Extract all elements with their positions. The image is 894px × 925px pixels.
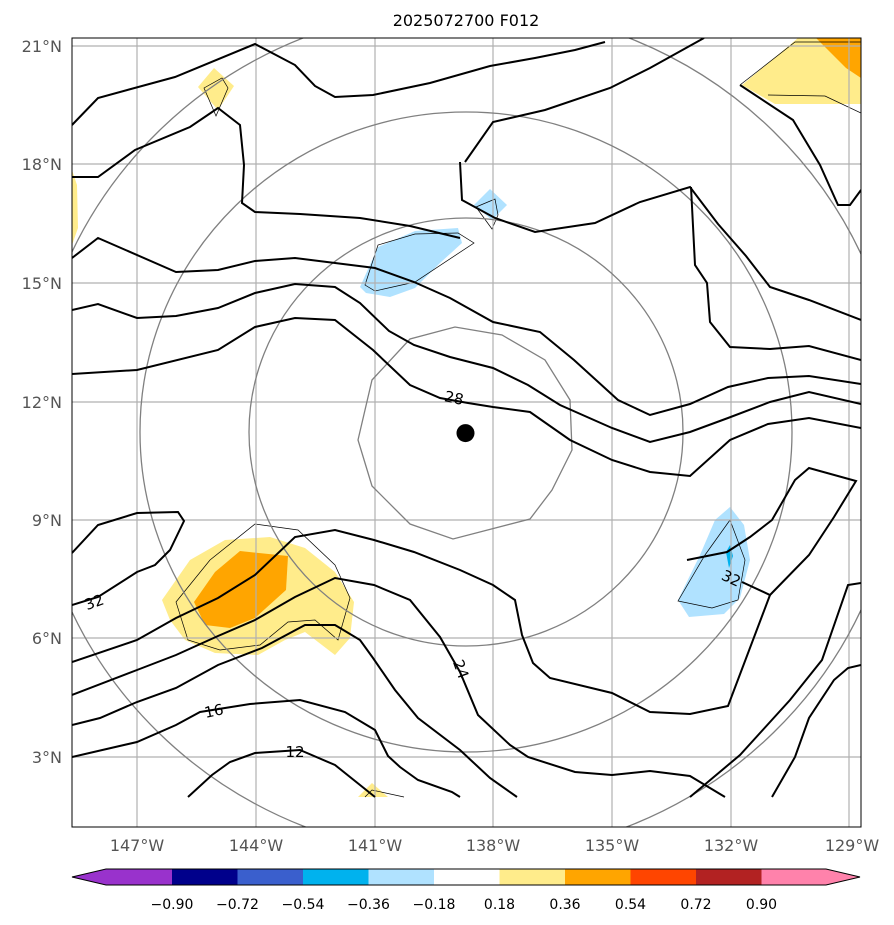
contour-sw-1 xyxy=(72,528,771,716)
contour-label-12: 12 xyxy=(285,743,304,761)
contour-sw-5 xyxy=(187,748,376,798)
colorbar-cell xyxy=(499,869,565,885)
contour-sw-2 xyxy=(72,576,726,798)
lon-label-132: 132°W xyxy=(704,836,759,855)
contour-north-4 xyxy=(459,161,861,321)
contour-ne-1 xyxy=(739,84,861,206)
outline-east xyxy=(677,519,746,609)
colorbar-cell xyxy=(630,869,696,885)
lat-label-9: 9°N xyxy=(32,511,62,530)
range-ring-2 xyxy=(248,217,684,647)
contour-sw-3 xyxy=(72,624,518,798)
contour-sw-4 xyxy=(72,698,461,798)
lon-label-147: 147°W xyxy=(110,836,165,855)
contour-label-28: 28 xyxy=(443,387,465,409)
contour-label-32-west: 32 xyxy=(82,591,106,614)
colorbar-tick-label: 0.72 xyxy=(680,897,711,913)
contour-north-2 xyxy=(72,106,461,239)
outline-south xyxy=(364,789,405,798)
colorbar-extend-high xyxy=(761,869,860,885)
lon-label-138: 138°W xyxy=(466,836,521,855)
lat-axis-labels: 21°N 18°N 15°N 12°N 9°N 6°N 3°N xyxy=(22,37,62,767)
outline-contours xyxy=(175,41,861,798)
colorbar-cell xyxy=(434,869,500,885)
contour-label-24: 24 xyxy=(449,657,472,681)
contour-north-3 xyxy=(464,38,705,163)
shade-blue-center-west xyxy=(360,228,462,297)
colorbar-cell xyxy=(303,869,369,885)
colorbar-outline xyxy=(71,868,861,886)
lon-label-144: 144°W xyxy=(229,836,284,855)
range-ring-1 xyxy=(357,326,573,540)
lat-label-21: 21°N xyxy=(22,37,62,56)
field-contours xyxy=(72,38,861,798)
colorbar-tick-label: 0.36 xyxy=(549,897,580,913)
lon-label-129: 129°W xyxy=(825,836,880,855)
shade-yellow-west-edge xyxy=(72,170,78,245)
colorbar-tick-label: 0.18 xyxy=(484,897,515,913)
colorbar-cell xyxy=(565,869,631,885)
colorbar-cell xyxy=(696,869,762,885)
figure-title: 2025072700 F012 xyxy=(393,11,540,30)
lat-label-6: 6°N xyxy=(32,629,62,648)
contour-mid-1 xyxy=(72,236,861,417)
outline-north-small xyxy=(475,198,499,230)
outline-nw xyxy=(203,77,229,117)
contour-label-16: 16 xyxy=(203,700,225,722)
lat-label-15: 15°N xyxy=(22,274,62,293)
colorbar-cell xyxy=(237,869,303,885)
lon-label-141: 141°W xyxy=(348,836,403,855)
range-ring-3 xyxy=(139,111,793,753)
storm-center-marker xyxy=(456,424,475,443)
shade-blue-small-north xyxy=(474,189,507,220)
lat-label-18: 18°N xyxy=(22,155,62,174)
colorbar-tick-label: −0.72 xyxy=(216,897,259,913)
lat-label-3: 3°N xyxy=(32,748,62,767)
contour-east-3 xyxy=(689,582,861,798)
colorbar: −0.90 −0.72 −0.54 −0.36 −0.18 0.18 0.36 … xyxy=(71,868,861,913)
contour-west-1 xyxy=(72,510,186,606)
colorbar-tick-label: 0.54 xyxy=(615,897,646,913)
colorbar-tick-label: −0.54 xyxy=(282,897,325,913)
colorbar-extend-low xyxy=(72,869,172,885)
colorbar-cell xyxy=(172,869,238,885)
colorbar-tick-label: −0.18 xyxy=(413,897,456,913)
contour-north-1 xyxy=(72,41,606,126)
range-rings xyxy=(72,38,861,827)
shade-blue-east xyxy=(678,507,750,617)
shading-layer xyxy=(72,38,861,797)
lon-axis-labels: 147°W 144°W 141°W 138°W 135°W 132°W 129°… xyxy=(110,836,880,855)
shade-orange-sw xyxy=(194,551,288,628)
shade-orange-ne xyxy=(816,38,861,78)
contour-mid-4 xyxy=(690,186,861,361)
contour-mid-2 xyxy=(72,282,861,444)
contour-east-1 xyxy=(686,466,858,597)
shade-yellow-nw-small xyxy=(198,68,234,110)
contour-east-2 xyxy=(771,664,861,798)
lat-label-12: 12°N xyxy=(22,393,62,412)
outline-center-west xyxy=(364,232,475,292)
plot-frame xyxy=(71,37,862,828)
contour-mid-3 xyxy=(72,316,861,478)
colorbar-tick-label: 0.90 xyxy=(746,897,777,913)
outline-sw xyxy=(175,523,351,651)
colorbar-tick-label: −0.90 xyxy=(151,897,194,913)
shade-yellow-ne xyxy=(742,38,861,104)
colorbar-tick-label: −0.36 xyxy=(347,897,390,913)
lon-label-135: 135°W xyxy=(585,836,640,855)
colorbar-cell xyxy=(368,869,434,885)
